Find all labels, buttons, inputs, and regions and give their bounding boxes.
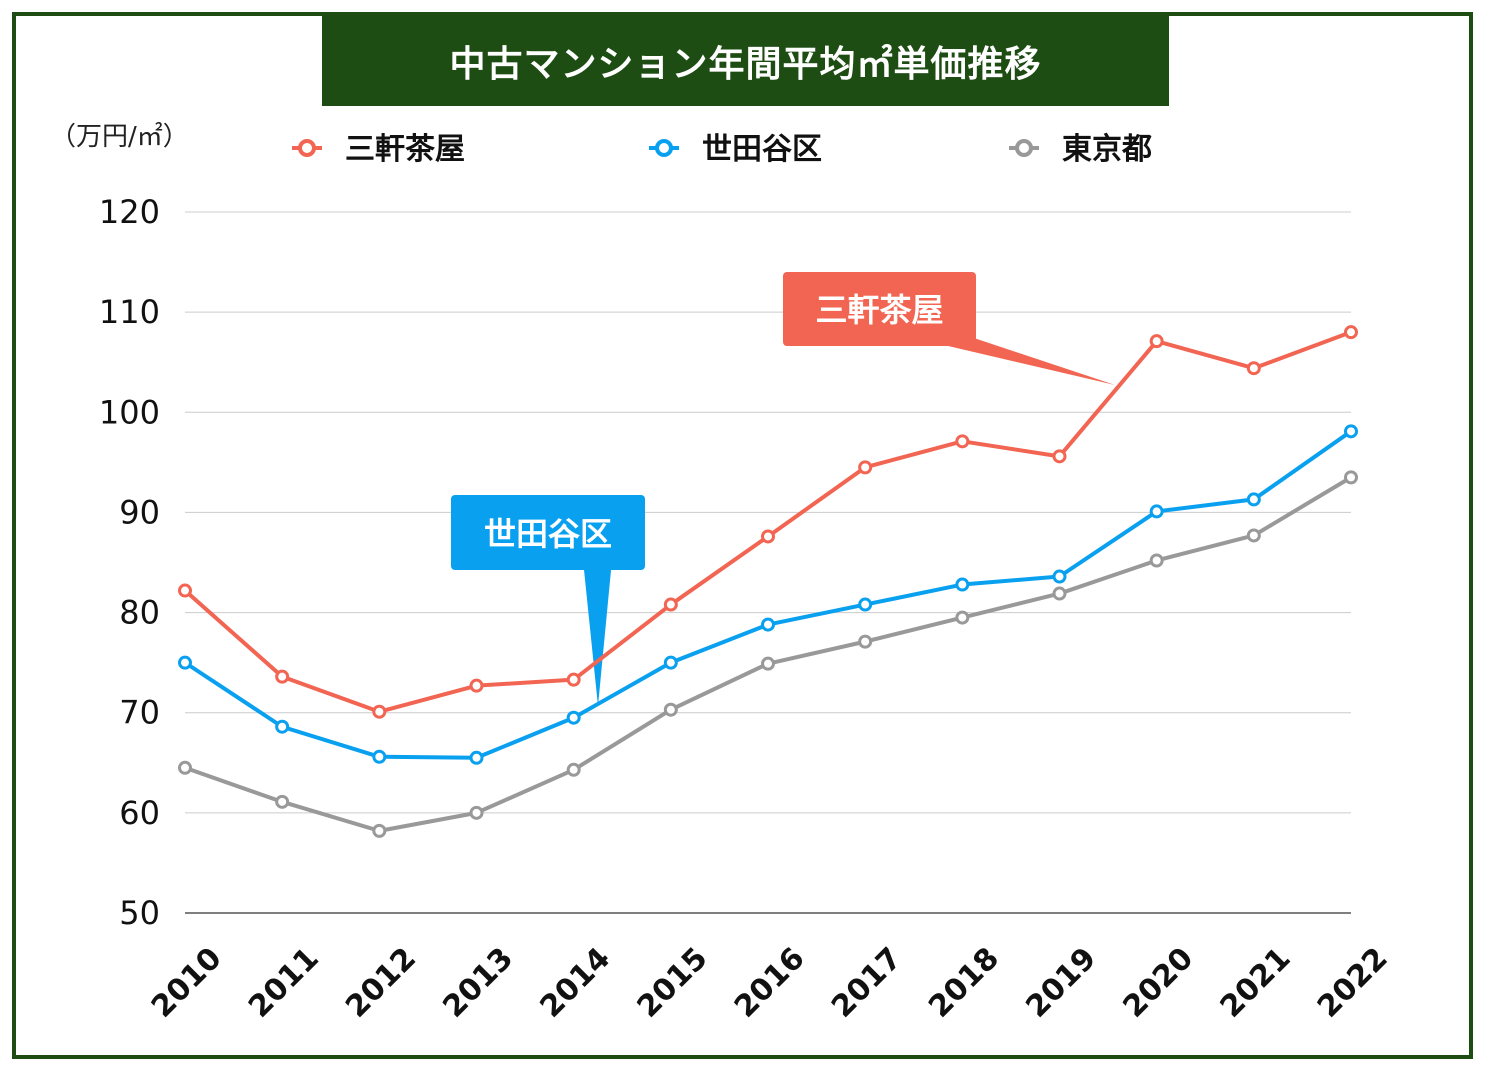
data-point-0-2018: [955, 434, 970, 449]
x-tick-label-2021: 2021: [1214, 941, 1298, 1025]
callout-box-setagaya: [451, 495, 645, 570]
legend-label-2: 東京都: [1062, 132, 1152, 167]
data-point-0-2022: [1344, 325, 1358, 340]
data-point-2-2015: [663, 702, 678, 717]
data-point-2-2012: [372, 823, 387, 838]
x-tick-label-2020: 2020: [1117, 941, 1201, 1025]
legend-marker-2: [1015, 139, 1033, 157]
data-point-2-2011: [275, 794, 290, 809]
data-point-2-2019: [1052, 586, 1067, 601]
data-point-1-2022: [1344, 424, 1358, 439]
data-point-2-2021: [1246, 528, 1261, 543]
data-point-2-2010: [178, 760, 192, 775]
chart-title: 中古マンション年間平均㎡単価推移: [322, 16, 1169, 106]
legend-marker-1: [655, 139, 673, 157]
data-point-1-2021: [1246, 492, 1261, 507]
y-axis-ticks: 50 60 70 80 90 100 110 120: [99, 193, 160, 932]
series-2: [178, 470, 1358, 838]
y-tick-label-60: 60: [119, 794, 160, 832]
chart-frame: [12, 12, 1473, 1059]
x-tick-label-2015: 2015: [631, 941, 715, 1025]
legend-marker-0: [298, 139, 316, 157]
data-point-0-2010: [178, 583, 192, 598]
data-point-0-2013: [469, 678, 484, 693]
x-tick-label-2011: 2011: [242, 941, 326, 1025]
data-point-1-2019: [1052, 569, 1067, 584]
legend-label-0: 三軒茶屋: [345, 132, 465, 167]
legend-label-1: 世田谷区: [702, 132, 822, 167]
data-point-0-2016: [761, 529, 775, 544]
grid-lines: [185, 211, 1351, 914]
x-axis-ticks: 2010 2011 2012 2013 2014 2015 2016 2017 2018 2019…: [145, 941, 1395, 1025]
data-point-1-2011: [275, 719, 290, 734]
callout-label-setagaya: 世田谷区: [484, 515, 612, 553]
legend: 三軒茶屋 世田谷区 東京都: [292, 132, 1152, 167]
callout-box-sangenjaya: [783, 272, 976, 346]
y-axis-unit-label: （万円/㎡）: [50, 122, 189, 152]
data-point-2-2017: [858, 634, 873, 649]
data-point-1-2016: [761, 617, 775, 632]
x-tick-label-2017: 2017: [825, 941, 909, 1025]
data-point-2-2018: [955, 610, 970, 625]
series-line-1: [183, 429, 1353, 760]
x-tick-label-2018: 2018: [922, 941, 1006, 1025]
x-tick-label-2022: 2022: [1311, 941, 1395, 1025]
series-line-0: [183, 330, 1352, 714]
data-point-0-2012: [372, 704, 387, 719]
data-point-0-2021: [1246, 361, 1261, 376]
data-point-0-2017: [858, 460, 873, 475]
data-point-0-2014: [566, 672, 581, 687]
y-tick-label-80: 80: [119, 594, 160, 632]
data-point-1-2017: [858, 597, 873, 612]
x-tick-label-2014: 2014: [534, 941, 618, 1025]
data-point-0-2019: [1052, 449, 1067, 464]
data-point-2-2020: [1149, 553, 1164, 568]
data-point-1-2020: [1149, 504, 1164, 519]
callout-label-sangenjaya: 三軒茶屋: [815, 291, 943, 329]
series-1: [178, 424, 1358, 765]
x-tick-label-2012: 2012: [339, 941, 423, 1025]
data-point-2-2014: [566, 762, 581, 777]
data-point-0-2011: [275, 669, 290, 684]
data-point-1-2012: [372, 749, 387, 764]
y-tick-label-120: 120: [99, 193, 160, 231]
data-point-2-2022: [1344, 470, 1358, 485]
data-point-1-2014: [566, 710, 581, 725]
y-tick-label-50: 50: [119, 894, 160, 932]
y-tick-label-100: 100: [99, 393, 160, 431]
x-tick-label-2010: 2010: [145, 941, 229, 1025]
x-tick-label-2016: 2016: [728, 941, 812, 1025]
series-0: [178, 325, 1358, 719]
data-point-1-2015: [663, 655, 678, 670]
data-point-0-2015: [663, 597, 678, 612]
x-tick-label-2019: 2019: [1019, 941, 1103, 1025]
y-tick-label-110: 110: [99, 293, 160, 331]
data-point-1-2013: [469, 750, 484, 765]
data-point-0-2020: [1149, 334, 1164, 349]
data-point-2-2016: [761, 656, 775, 671]
y-tick-label-90: 90: [119, 493, 160, 531]
x-tick-label-2013: 2013: [436, 941, 520, 1025]
data-point-2-2013: [469, 805, 484, 820]
data-point-1-2018: [955, 577, 970, 592]
series-lines: [178, 325, 1358, 838]
callout-pointer-setagaya: [583, 560, 612, 706]
data-point-1-2010: [178, 655, 192, 670]
y-tick-label-70: 70: [119, 694, 160, 732]
